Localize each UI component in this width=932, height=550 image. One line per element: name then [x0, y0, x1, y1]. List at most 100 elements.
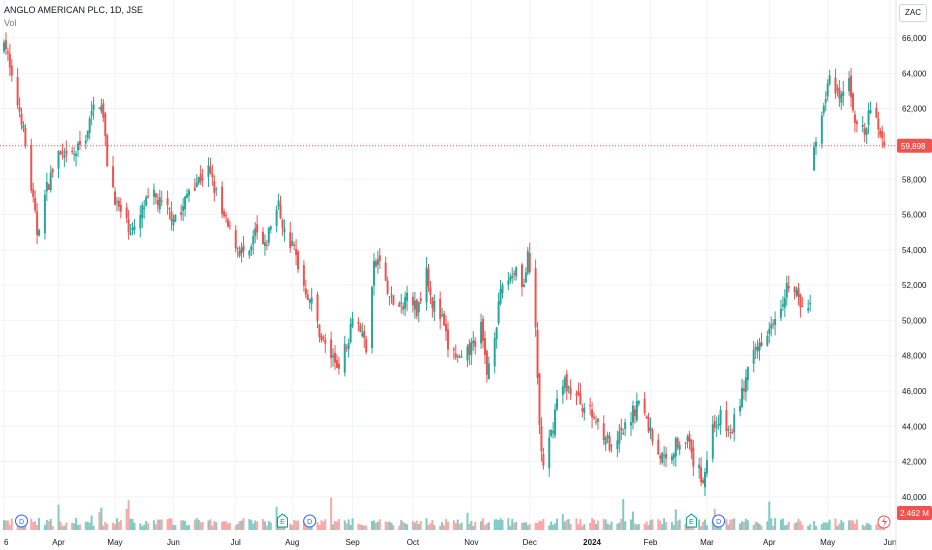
dividend-marker[interactable]: D	[15, 514, 29, 528]
volume-bar	[250, 519, 253, 530]
candle-body	[3, 42, 5, 52]
volume-bar	[275, 506, 278, 530]
candle-body	[606, 434, 609, 439]
volume-bar	[187, 524, 190, 530]
volume-bar	[117, 522, 120, 530]
candle-body	[466, 346, 469, 361]
candle-body	[760, 341, 763, 347]
svg-text:D: D	[19, 519, 24, 526]
candle-body	[596, 418, 599, 422]
earnings-marker[interactable]: E	[685, 513, 697, 528]
candle-body	[637, 400, 640, 404]
candle-body	[575, 393, 578, 396]
volume-bar	[289, 523, 292, 530]
volume-bar	[591, 518, 594, 530]
volume-bar	[160, 519, 163, 530]
volume-bar	[770, 518, 773, 530]
volume-bar	[608, 524, 611, 530]
candle-body	[213, 181, 216, 193]
candle-body	[51, 169, 54, 173]
volume-bar	[649, 520, 652, 530]
volume-bar	[131, 519, 134, 530]
volume-bar	[624, 521, 627, 530]
volume-bar	[76, 524, 79, 530]
candle-body	[867, 110, 870, 125]
candle-body	[608, 436, 611, 451]
volume-bar	[337, 519, 340, 530]
volume-bar	[324, 519, 327, 530]
volume-bar	[635, 524, 638, 530]
currency-button[interactable]: ZAC	[899, 4, 927, 22]
candle-body	[820, 115, 823, 144]
candle-body	[201, 178, 204, 180]
candle-body	[733, 414, 736, 433]
volume-bar	[388, 521, 391, 530]
volume-bar	[141, 525, 144, 530]
split-event-icon[interactable]	[877, 515, 891, 529]
candle-body	[431, 297, 434, 308]
volume-bar	[622, 499, 625, 530]
y-tick-label: 44,000	[902, 422, 927, 431]
candle-body	[84, 140, 87, 144]
volume-bar	[415, 520, 418, 530]
candle-body	[402, 306, 405, 310]
candle-body	[374, 261, 377, 267]
candle-body	[197, 176, 200, 184]
candle-body	[47, 184, 50, 190]
candle-body	[661, 452, 664, 463]
candle-body	[836, 88, 839, 90]
candle-body	[20, 113, 23, 125]
candle-body	[499, 289, 502, 304]
volume-bar	[822, 522, 825, 530]
volume-bar	[756, 522, 759, 530]
candle-body	[807, 308, 810, 311]
volume-bar	[499, 518, 502, 530]
candle-body	[663, 455, 666, 457]
volume-bar	[836, 525, 839, 530]
volume-bar	[240, 520, 243, 530]
volume-bar	[485, 523, 488, 530]
candle-body	[589, 405, 592, 407]
candle-body	[226, 219, 229, 227]
candle-body	[24, 128, 27, 146]
volume-label: Vol	[4, 18, 17, 28]
volume-bar	[616, 523, 619, 530]
volume-bar	[657, 519, 660, 530]
volume-bar	[594, 523, 597, 530]
volume-bar	[665, 522, 668, 530]
y-tick-label: 52,000	[902, 281, 927, 290]
volume-bar	[610, 521, 613, 530]
volume-bar	[248, 519, 251, 530]
candle-body	[758, 342, 761, 351]
candle-body	[371, 287, 374, 349]
candle-body	[223, 211, 226, 216]
volume-bar	[221, 522, 224, 530]
candle-body	[106, 135, 109, 167]
candle-body	[433, 300, 436, 312]
candle-body	[538, 373, 541, 426]
candle-body	[195, 182, 198, 188]
volume-bar	[534, 522, 537, 530]
candle-body	[86, 130, 89, 139]
volume-bar	[433, 524, 436, 530]
candle-body	[172, 219, 175, 226]
volume-bar	[63, 525, 66, 530]
volume-bar	[848, 520, 851, 530]
candle-body	[318, 324, 321, 337]
candle-body	[306, 294, 309, 300]
volume-bar	[768, 501, 771, 530]
dividend-marker[interactable]: D	[712, 514, 726, 528]
candle-body	[411, 296, 414, 306]
volume-bar	[347, 519, 350, 530]
candle-body	[554, 409, 557, 436]
dividend-marker[interactable]: D	[303, 514, 317, 528]
svg-text:E: E	[280, 519, 285, 526]
earnings-marker[interactable]: E	[276, 513, 288, 528]
volume-bar	[711, 521, 714, 530]
candle-body	[199, 173, 202, 182]
volume-bar	[581, 525, 584, 530]
candle-body	[236, 247, 239, 249]
volume-bar	[602, 518, 605, 530]
volume-bar	[799, 521, 802, 530]
